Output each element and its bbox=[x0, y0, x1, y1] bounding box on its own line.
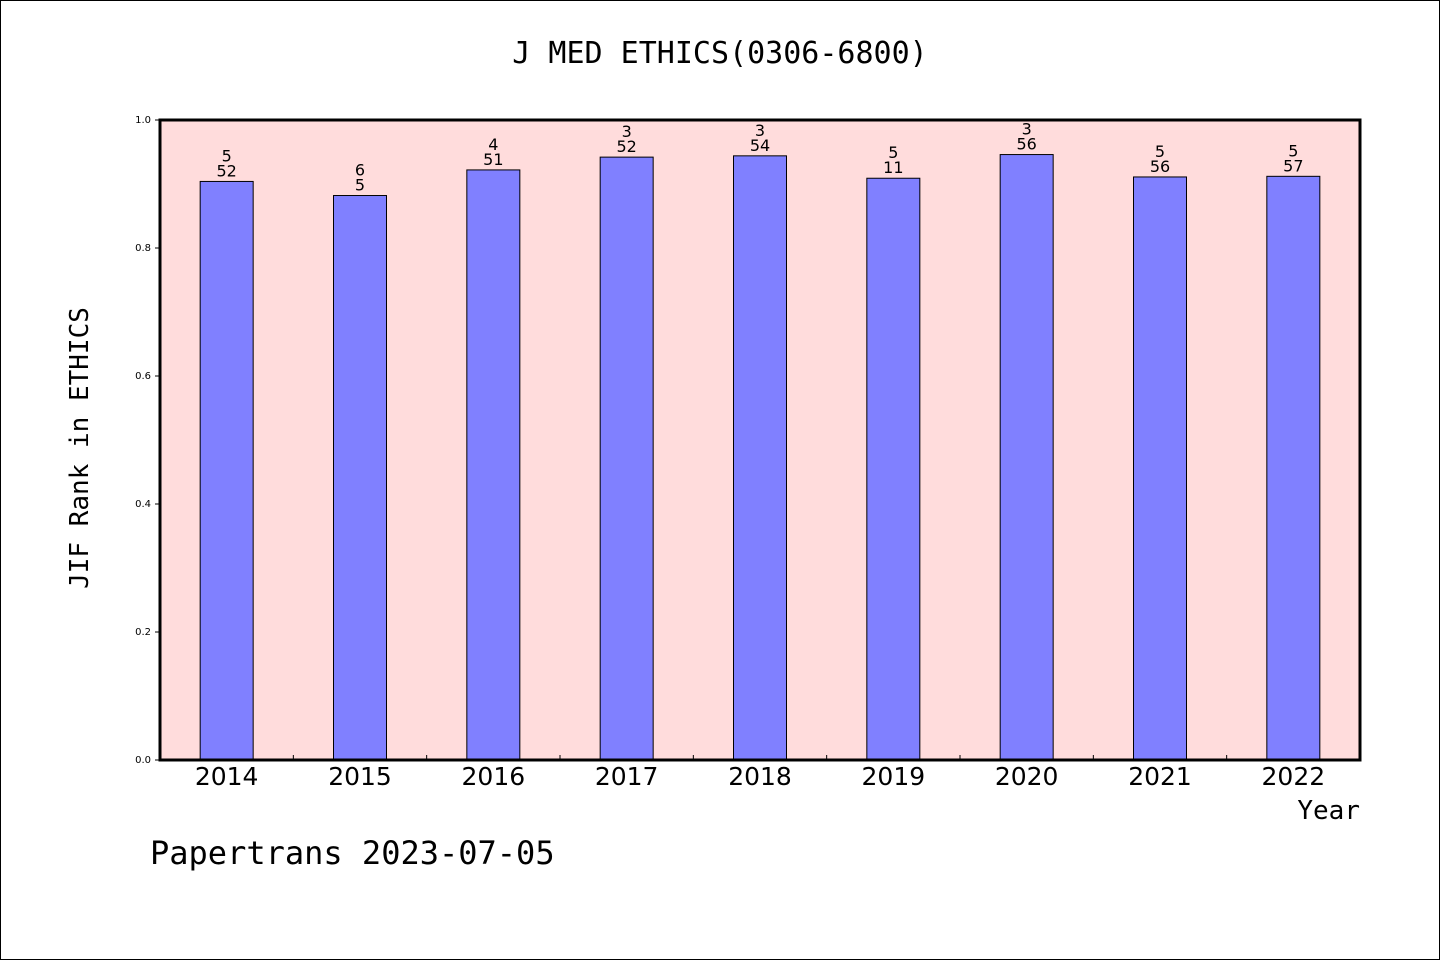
bar bbox=[1133, 176, 1187, 761]
bar bbox=[866, 177, 921, 761]
bar bbox=[999, 154, 1054, 761]
x-tick-label: 2019 bbox=[862, 762, 926, 791]
x-tick-label: 2021 bbox=[1128, 762, 1192, 791]
bar-label-top: 5 bbox=[1288, 141, 1298, 160]
x-tick-label: 2016 bbox=[462, 762, 526, 791]
x-tick-label: 2015 bbox=[328, 762, 392, 791]
y-tick-label: 0.6 bbox=[135, 371, 151, 382]
bar-label-top: 5 bbox=[888, 143, 898, 162]
bar-label-bottom: 52 bbox=[216, 161, 236, 180]
x-tick-label: 2017 bbox=[595, 762, 659, 791]
bar bbox=[1266, 175, 1321, 761]
bar bbox=[599, 156, 654, 761]
bar-label-top: 3 bbox=[755, 121, 765, 140]
y-tick-label: 1.0 bbox=[135, 115, 151, 126]
x-tick-label: 2018 bbox=[728, 762, 792, 791]
x-tick-label: 2022 bbox=[1262, 762, 1326, 791]
plot-border bbox=[158, 118, 1362, 762]
bar bbox=[199, 180, 254, 761]
y-tick-label: 0.8 bbox=[135, 243, 151, 254]
bar-label-bottom: 11 bbox=[883, 158, 903, 177]
bar-label-bottom: 54 bbox=[750, 136, 770, 155]
bar bbox=[466, 169, 521, 761]
x-axis-label: Year bbox=[1297, 796, 1360, 826]
bar-label-bottom: 51 bbox=[483, 150, 503, 169]
bar-label-top: 3 bbox=[622, 122, 632, 141]
y-tick-label: 0.0 bbox=[135, 755, 151, 766]
y-tick-label: 0.4 bbox=[135, 499, 151, 510]
bar-label-bottom: 5 bbox=[355, 176, 365, 195]
bar-label-bottom: 56 bbox=[1016, 135, 1036, 154]
y-tick-label: 0.2 bbox=[135, 627, 151, 638]
bar-label-top: 5 bbox=[1155, 142, 1165, 161]
bar-label-top: 5 bbox=[222, 146, 232, 165]
bar-label-bottom: 57 bbox=[1283, 156, 1303, 175]
footer-credit: Papertrans 2023-07-05 bbox=[150, 834, 555, 872]
bar bbox=[333, 195, 387, 761]
bar-label-top: 4 bbox=[488, 135, 498, 154]
bar-label-top: 6 bbox=[355, 161, 365, 180]
x-tick-label: 2020 bbox=[995, 762, 1059, 791]
x-tick-label: 2014 bbox=[195, 762, 259, 791]
bar-label-top: 3 bbox=[1022, 120, 1032, 139]
bar bbox=[733, 155, 787, 761]
bar-label-bottom: 56 bbox=[1150, 157, 1170, 176]
bar-label-bottom: 52 bbox=[616, 137, 636, 156]
chart-title: J MED ETHICS(0306-6800) bbox=[512, 36, 928, 71]
